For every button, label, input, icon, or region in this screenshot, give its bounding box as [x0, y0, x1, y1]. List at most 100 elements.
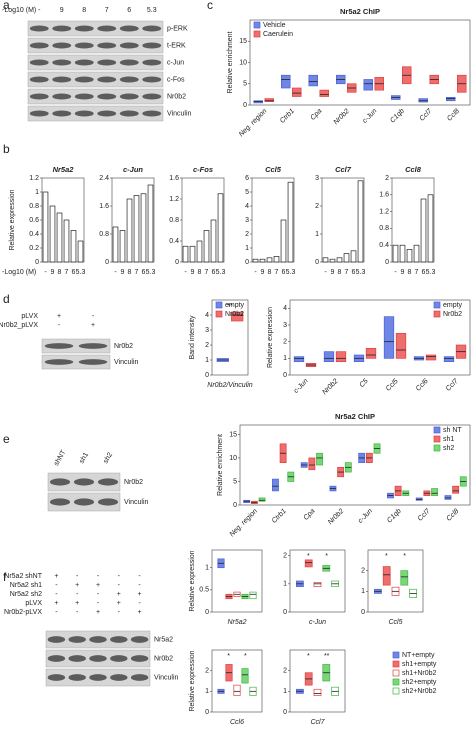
y-tick-label: 1: [283, 355, 287, 362]
lane-label: 7: [105, 7, 109, 14]
condition-mark: -: [138, 573, 141, 580]
x-tick-label: 5.3: [146, 269, 156, 276]
x-tick-label: Ccl5: [385, 378, 400, 393]
x-axis-label: -Log10 (M): [2, 269, 36, 276]
box: [313, 582, 322, 587]
blot-strip: [27, 105, 164, 122]
x-tick-label: c-Jun: [293, 378, 310, 395]
blot-band: [119, 25, 139, 32]
box: [233, 684, 241, 696]
box: [292, 87, 302, 97]
blot-band: [119, 76, 139, 83]
x-tick-label: -: [184, 269, 187, 276]
band-label: Vinculin: [167, 110, 191, 117]
plot-frame: [211, 299, 249, 376]
x-tick-label: 8: [58, 269, 62, 276]
blot-band: [74, 93, 94, 100]
box: [281, 74, 291, 89]
x-tick-label: Ccl7: [417, 507, 433, 523]
x-tick-label: C1qb: [386, 508, 403, 525]
x-tick-label: 6: [72, 269, 76, 276]
bar: [112, 226, 119, 263]
bar: [343, 253, 350, 263]
blot-band: [52, 76, 72, 83]
condition-mark: -: [76, 609, 79, 616]
condition-label: pLVX: [25, 600, 42, 607]
x-tick-label: Ccl8: [445, 508, 460, 523]
x-tick-label: Nr0b2: [321, 378, 340, 397]
condition-mark: -: [55, 591, 58, 598]
blot-band: [142, 76, 162, 83]
y-tick-label: 2.4: [99, 175, 109, 182]
blot-band: [130, 674, 149, 681]
legend-swatch: [433, 435, 441, 443]
condition-mark: +: [57, 313, 61, 320]
blot-strip: [41, 354, 111, 370]
x-tick-label: Ccl7: [310, 719, 325, 726]
y-tick-label: 0: [35, 259, 39, 266]
bar: [399, 244, 406, 263]
y-tick-label: 0.4: [379, 242, 389, 249]
annotation: *: [403, 553, 406, 560]
y-tick-label: 2: [205, 342, 209, 349]
condition-mark: +: [138, 609, 142, 616]
condition-mark: -: [76, 591, 79, 598]
blot-band: [52, 110, 72, 117]
blot-band: [142, 59, 162, 66]
legend-label: sh1+empty: [402, 661, 437, 668]
x-tick-label: Nr0b2/Vinculin: [207, 382, 253, 389]
legend-swatch: [215, 301, 223, 309]
bar: [210, 219, 217, 263]
y-tick-label: 5: [243, 81, 247, 88]
x-tick-label: Ccl7: [445, 377, 461, 393]
blot-band: [74, 59, 94, 66]
y-tick-label: 1: [283, 688, 287, 695]
y-tick-label: 0: [205, 609, 209, 616]
chart-title: Ccl8: [405, 165, 422, 174]
y-axis-label: Relative enrichment: [217, 434, 224, 496]
x-tick-label: Nr0b2: [327, 508, 346, 527]
bar: [266, 257, 273, 263]
blot-band: [52, 42, 72, 49]
y-tick-label: 4: [245, 203, 249, 210]
legend-label: empty: [225, 302, 245, 309]
condition-mark: -: [55, 609, 58, 616]
y-tick-label: 2: [245, 231, 249, 238]
blot-band: [47, 674, 66, 681]
y-axis-label: Relative expression: [189, 650, 196, 711]
box: [452, 485, 460, 494]
condition-mark: +: [75, 600, 79, 607]
bar: [126, 198, 133, 263]
condition-mark: +: [117, 600, 121, 607]
legend-swatch: [433, 444, 441, 452]
blot-band: [47, 655, 66, 662]
box: [443, 356, 455, 363]
legend-swatch: [392, 678, 400, 686]
x-tick-label: Ccl8: [446, 108, 461, 123]
bar: [406, 249, 413, 263]
legend-swatch: [215, 310, 223, 318]
y-tick-label: 2: [385, 175, 389, 182]
legend-label: sh NT: [443, 427, 462, 434]
box: [249, 591, 257, 600]
x-tick-label: c-Jun: [361, 108, 378, 125]
x-tick-label: 8: [408, 269, 412, 276]
panel-letter: f: [3, 570, 7, 584]
blot-band: [52, 25, 72, 32]
annotation: *: [385, 553, 388, 560]
y-tick-label: 0.4: [29, 231, 39, 238]
condition-label: Nr5a2 sh1: [10, 582, 42, 589]
lane-label: -: [38, 7, 41, 14]
panel-letter: e: [3, 432, 10, 446]
legend-swatch: [253, 21, 261, 29]
condition-mark: -: [55, 582, 58, 589]
band-label: Nr5a2: [154, 636, 173, 643]
x-tick-label: 6: [212, 269, 216, 276]
bar: [63, 219, 70, 263]
y-tick-label: 3: [283, 322, 287, 329]
band-label: Vinculin: [154, 674, 178, 681]
bar: [413, 244, 420, 263]
x-tick-label: 8: [128, 269, 132, 276]
legend-label: Vehicle: [263, 22, 286, 29]
blot-strip: [41, 338, 111, 354]
